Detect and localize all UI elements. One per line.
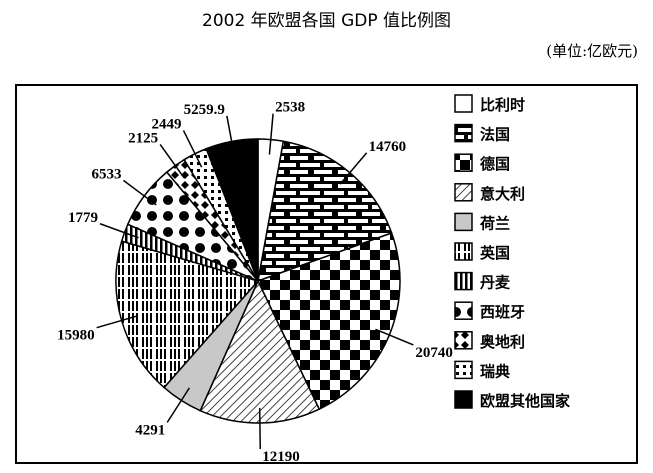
data-label: 14760 <box>369 139 407 155</box>
legend-entry: 丹麦 <box>480 274 511 292</box>
legend-entry: 西班牙 <box>480 303 525 321</box>
data-label: 6533 <box>91 166 121 182</box>
data-label: 2538 <box>275 100 305 116</box>
legend-entry: 奥地利 <box>480 333 525 351</box>
legend-swatch <box>454 301 473 320</box>
legend-entry: 欧盟其他国家 <box>480 392 570 410</box>
leader-line <box>258 407 262 449</box>
legend-entry: 法国 <box>480 126 510 144</box>
legend-swatch <box>454 390 473 409</box>
chart-title: 2002 年欧盟各国 GDP 值比例图 <box>202 11 451 31</box>
legend-swatch <box>454 242 473 261</box>
leader-line <box>96 315 137 329</box>
leader-line <box>226 115 236 157</box>
legend-swatch <box>454 271 473 291</box>
legend-entry: 比利时 <box>480 96 525 114</box>
legend-swatch <box>454 183 473 202</box>
leader-line <box>268 113 274 155</box>
leader-line <box>166 387 191 423</box>
unit-label: (单位:亿欧元) <box>546 42 638 60</box>
chart-frame <box>15 84 638 464</box>
legend-entry: 英国 <box>480 244 510 262</box>
leader-line <box>182 130 203 168</box>
legend-entry: 荷兰 <box>480 214 510 232</box>
data-label: 15980 <box>57 328 95 344</box>
leader-line <box>339 152 368 185</box>
legend-entry: 意大利 <box>480 185 525 203</box>
legend-swatch <box>454 212 473 232</box>
legend-entry: 德国 <box>480 155 510 173</box>
data-label: 5259.9 <box>184 102 225 118</box>
leader-line <box>159 143 185 179</box>
legend-swatch <box>454 331 473 350</box>
legend-swatch <box>454 123 473 143</box>
leader-line <box>123 179 157 206</box>
data-label: 1779 <box>68 210 98 226</box>
legend-swatch <box>454 153 473 172</box>
data-label: 12190 <box>262 449 300 465</box>
legend-swatch <box>454 360 473 380</box>
legend-entry: 瑞典 <box>480 362 510 380</box>
legend-swatch <box>454 94 473 113</box>
leader-line <box>99 223 139 239</box>
data-label: 2125 <box>128 130 158 146</box>
data-label: 20740 <box>415 345 453 361</box>
leader-line <box>375 328 414 346</box>
data-label: 4291 <box>135 422 165 438</box>
data-label: 2449 <box>151 116 181 132</box>
